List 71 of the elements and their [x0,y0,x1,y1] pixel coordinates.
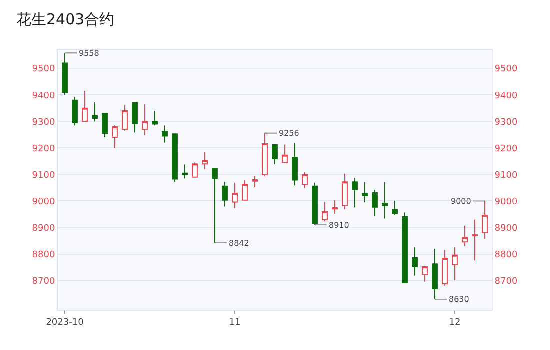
candlestick [182,164,188,180]
y2-tick-label: 8800 [32,250,56,260]
candlestick [312,182,318,226]
candlestick [292,142,298,186]
candlestick [92,102,98,122]
annotation: 9000 [451,197,472,206]
candlestick [412,246,418,276]
candlestick [152,110,158,126]
y2-tick-label: 8700 [32,276,56,287]
chart-title: 花生2403合约 [16,10,115,28]
annotation: 8630 [449,295,470,304]
candlestick [122,104,128,132]
annotation: 8910 [329,221,350,230]
y-tick-label: 9500 [494,64,518,75]
y2-tick-label: 9200 [32,144,56,154]
candlestick [232,182,238,209]
candlestick [62,52,68,96]
y-tick-label: 9300 [494,118,518,128]
candlestick [462,225,468,247]
annotation: 8842 [229,239,250,248]
y2-tick-label: 9400 [32,91,56,102]
y-tick-label: 9400 [494,91,518,102]
x-tick-label: 12 [449,318,461,328]
y2-tick-label: 9500 [32,64,56,75]
candlestick [432,248,438,300]
candlestick [142,104,148,136]
candlestick [72,96,78,126]
candlestick [82,90,88,122]
candlestick [402,212,408,284]
candlestick [192,162,198,178]
candlestick [222,182,228,208]
annotation: 9256 [279,129,300,138]
candlestick [202,152,208,170]
candlestick [242,180,248,201]
candlestick [342,173,348,210]
candlestick [282,144,288,164]
candlestick [352,178,358,208]
candlestick [392,200,398,216]
candlestick [162,125,168,144]
candlestick [442,250,448,286]
candlestick [332,200,338,214]
candlestick [452,246,458,281]
annotation: 9558 [79,49,100,58]
x-tick-label: 11 [229,318,241,328]
y-tick-label: 8900 [494,224,518,234]
candlestick [322,202,328,222]
y2-tick-label: 9100 [32,170,56,181]
candlestick [212,168,218,244]
candlestick [482,200,488,240]
candlestick [102,113,108,138]
candlestick [372,190,378,217]
candlestick [272,144,278,165]
candlestick [172,134,178,183]
candlestick [362,182,368,204]
y2-tick-label: 8900 [32,224,56,234]
candlestick [302,172,308,189]
candlestick [422,265,428,282]
y-tick-label: 8800 [494,250,518,260]
y2-tick-label: 9000 [32,197,56,208]
candlestick [252,176,258,188]
y2-tick-label: 9300 [32,118,56,128]
candlestick [132,102,138,134]
y-tick-label: 9000 [494,197,518,208]
candlestick [112,125,118,149]
candlestick [382,182,388,220]
y-tick-label: 9100 [494,170,518,181]
y-tick-label: 8700 [494,276,518,287]
x-tick-label: 2023-10 [46,318,84,328]
candlestick [472,219,478,262]
candlestick [262,132,268,178]
y-tick-label: 9200 [494,144,518,154]
